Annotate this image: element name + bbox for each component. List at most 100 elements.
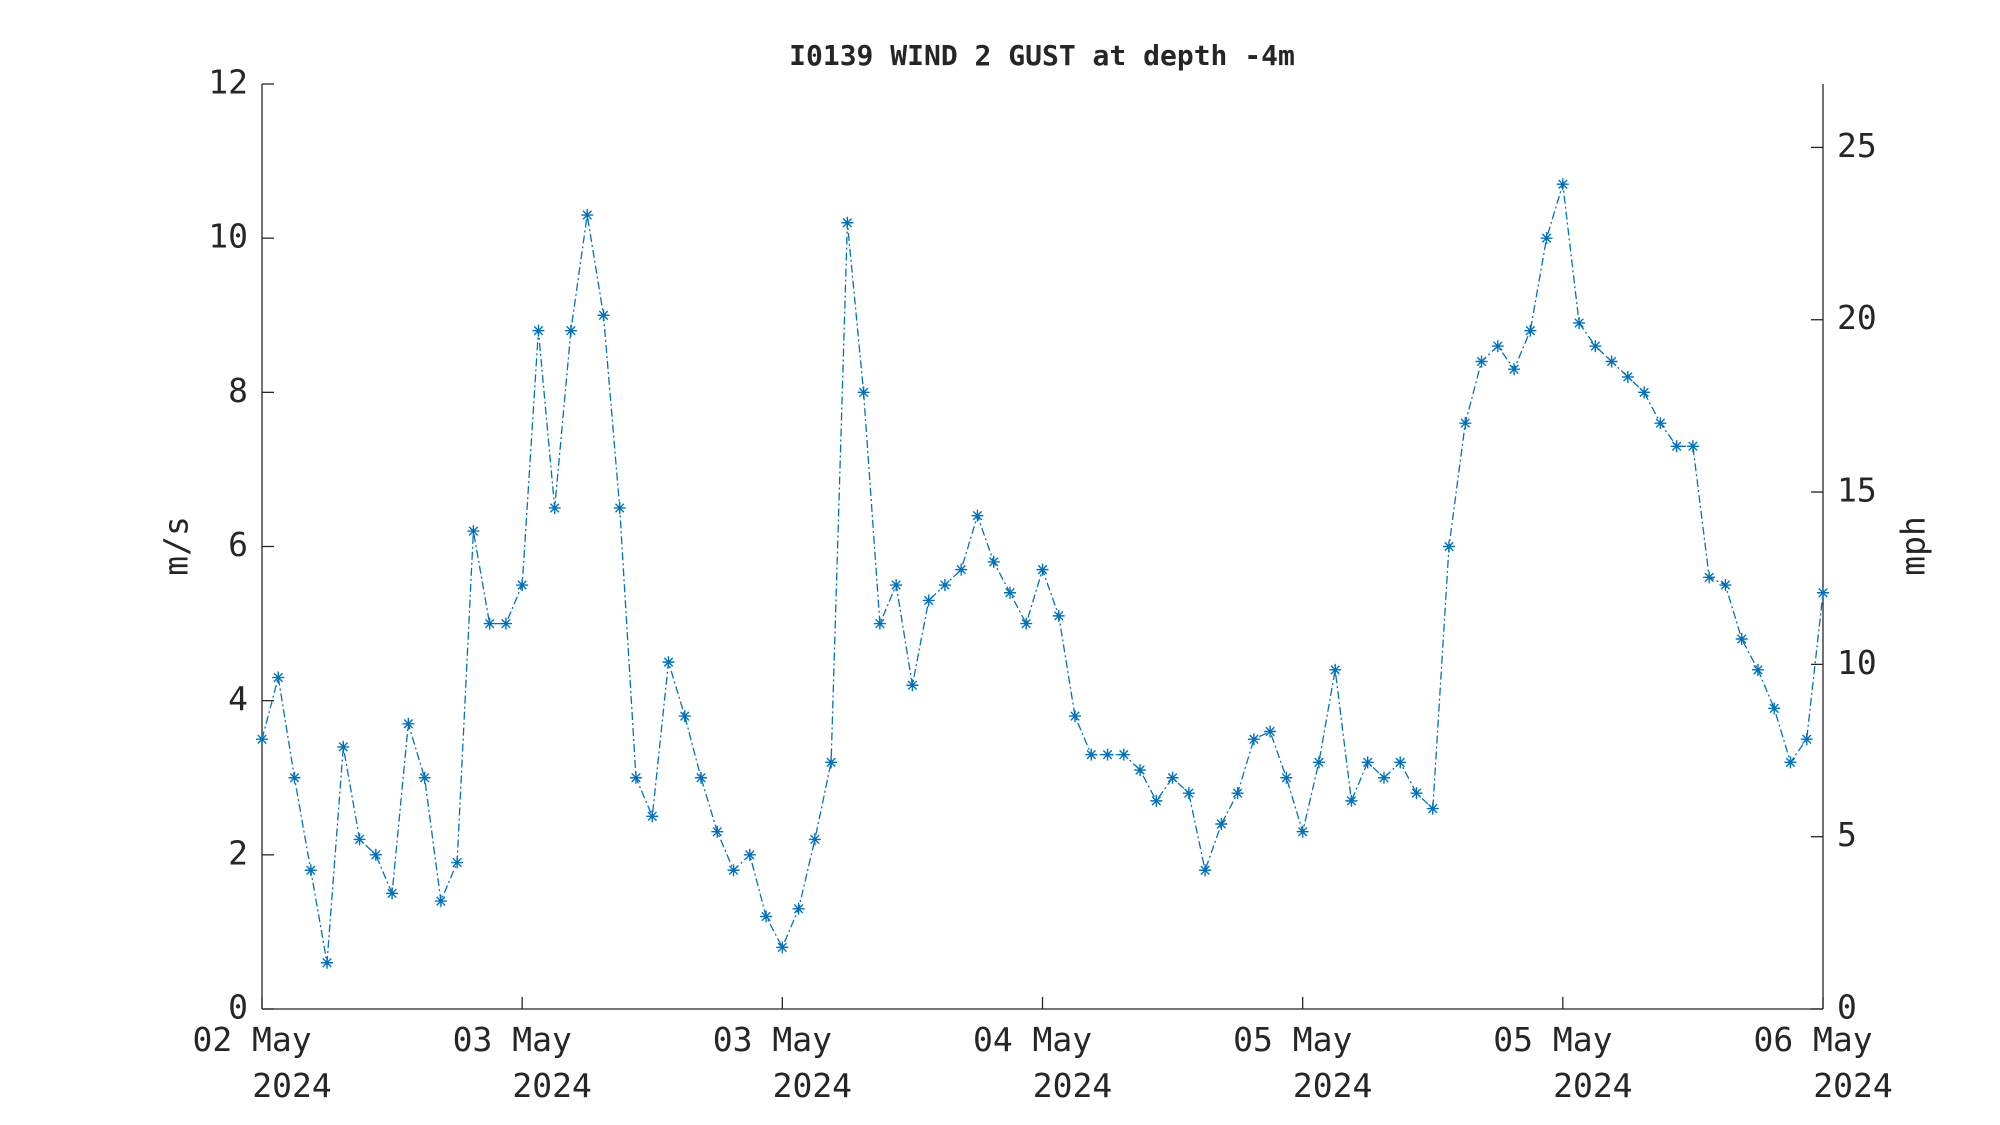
- data-point: [1768, 702, 1781, 715]
- data-point: [955, 563, 968, 576]
- y-tick-label: 6: [228, 525, 248, 564]
- data-point: [1751, 663, 1764, 676]
- data-point: [1719, 579, 1732, 592]
- data-point: [971, 509, 984, 522]
- data-point: [1296, 825, 1309, 838]
- data-point: [1426, 802, 1439, 815]
- chart-title: I0139 WIND 2 GUST at depth -4m: [789, 39, 1295, 72]
- data-point: [1556, 178, 1569, 191]
- y2-tick-label: 10: [1837, 643, 1877, 682]
- data-point: [857, 386, 870, 399]
- data-point: [353, 833, 366, 846]
- x-tick-label: 03 May 2024: [713, 1020, 852, 1105]
- data-point: [1312, 756, 1325, 769]
- y2-tick-label: 0: [1837, 988, 1857, 1027]
- x-tick-label: 05 May 2024: [1233, 1020, 1372, 1105]
- data-point: [1247, 733, 1260, 746]
- data-point: [1784, 756, 1797, 769]
- data-point: [776, 941, 789, 954]
- data-point: [1654, 417, 1667, 430]
- data-point: [548, 501, 561, 514]
- data-point: [1166, 771, 1179, 784]
- y-axis-label: m/s: [157, 516, 196, 576]
- data-point: [1052, 609, 1065, 622]
- data-point: [272, 671, 285, 684]
- y2-axis-label: mph: [1894, 516, 1933, 576]
- data-point: [873, 617, 886, 630]
- data-point: [1491, 340, 1504, 353]
- data-point: [743, 848, 756, 861]
- data-point: [321, 956, 334, 969]
- y-tick-label: 4: [228, 679, 248, 718]
- data-point: [1475, 355, 1488, 368]
- data-point: [1329, 663, 1342, 676]
- data-point: [1150, 794, 1163, 807]
- data-point: [1280, 771, 1293, 784]
- data-point: [1573, 316, 1586, 329]
- data-point: [1703, 571, 1716, 584]
- y2-tick-label: 15: [1837, 471, 1877, 510]
- data-point: [629, 771, 642, 784]
- data-point: [825, 756, 838, 769]
- data-point: [1003, 586, 1016, 599]
- y2-tick-label: 5: [1837, 815, 1857, 854]
- data-point: [1800, 733, 1813, 746]
- data-point: [402, 717, 415, 730]
- data-point: [1361, 756, 1374, 769]
- data-point: [1817, 586, 1829, 599]
- data-point: [1394, 756, 1407, 769]
- x-tick-label: 05 May 2024: [1493, 1020, 1632, 1105]
- data-point: [1443, 540, 1456, 553]
- data-point: [1215, 818, 1228, 830]
- data-point: [646, 810, 659, 823]
- data-point: [1540, 232, 1553, 245]
- data-point: [792, 902, 805, 915]
- data-point: [532, 324, 545, 337]
- x-tick-label: 06 May 2024: [1753, 1020, 1892, 1105]
- data-point: [613, 501, 626, 514]
- y-tick-label: 8: [228, 371, 248, 410]
- data-point: [418, 771, 431, 784]
- data-point: [1101, 748, 1114, 761]
- data-point: [1686, 440, 1699, 453]
- data-point: [938, 579, 951, 592]
- data-point: [499, 617, 512, 630]
- data-point: [841, 216, 854, 229]
- data-point: [1735, 633, 1748, 645]
- x-tick-label: 04 May 2024: [973, 1020, 1112, 1105]
- y2-tick-label: 25: [1837, 126, 1877, 165]
- data-point: [1117, 748, 1130, 761]
- data-point: [1638, 386, 1651, 399]
- data-point: [451, 856, 464, 869]
- data-point: [1670, 440, 1683, 453]
- data-point: [1085, 748, 1098, 761]
- data-point: [434, 895, 447, 908]
- data-point: [922, 594, 935, 607]
- data-point: [483, 617, 496, 630]
- data-point: [711, 825, 724, 838]
- data-point: [1020, 617, 1033, 630]
- data-point: [1069, 710, 1082, 723]
- y-tick-label: 0: [228, 988, 248, 1027]
- data-point: [1036, 563, 1049, 576]
- data-point: [1524, 324, 1537, 337]
- data-point: [1231, 787, 1244, 800]
- data-point: [256, 733, 268, 746]
- data-point: [337, 740, 350, 753]
- data-point: [1410, 787, 1423, 800]
- x-tick-label: 02 May 2024: [192, 1020, 331, 1105]
- data-point: [516, 579, 529, 592]
- data-point: [1605, 355, 1618, 368]
- y-tick-label: 2: [228, 833, 248, 872]
- data-point: [467, 525, 480, 538]
- data-point: [1377, 771, 1390, 784]
- data-point: [695, 771, 708, 784]
- data-point: [678, 710, 691, 723]
- data-point: [1621, 370, 1634, 383]
- data-point: [1589, 340, 1602, 353]
- data-point: [564, 324, 577, 337]
- data-point: [987, 555, 1000, 568]
- data-point: [1459, 417, 1472, 430]
